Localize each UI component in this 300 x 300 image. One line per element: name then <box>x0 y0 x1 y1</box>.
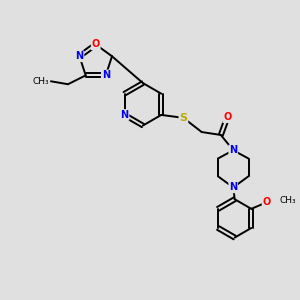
Text: N: N <box>102 70 110 80</box>
Text: CH₃: CH₃ <box>279 196 296 206</box>
Text: N: N <box>121 110 129 120</box>
Text: N: N <box>229 145 237 155</box>
Text: N: N <box>229 182 237 192</box>
Text: O: O <box>223 112 232 122</box>
Text: O: O <box>92 40 100 50</box>
Text: S: S <box>179 113 188 123</box>
Text: O: O <box>262 197 271 207</box>
Text: N: N <box>75 51 83 61</box>
Text: CH₃: CH₃ <box>33 77 50 86</box>
